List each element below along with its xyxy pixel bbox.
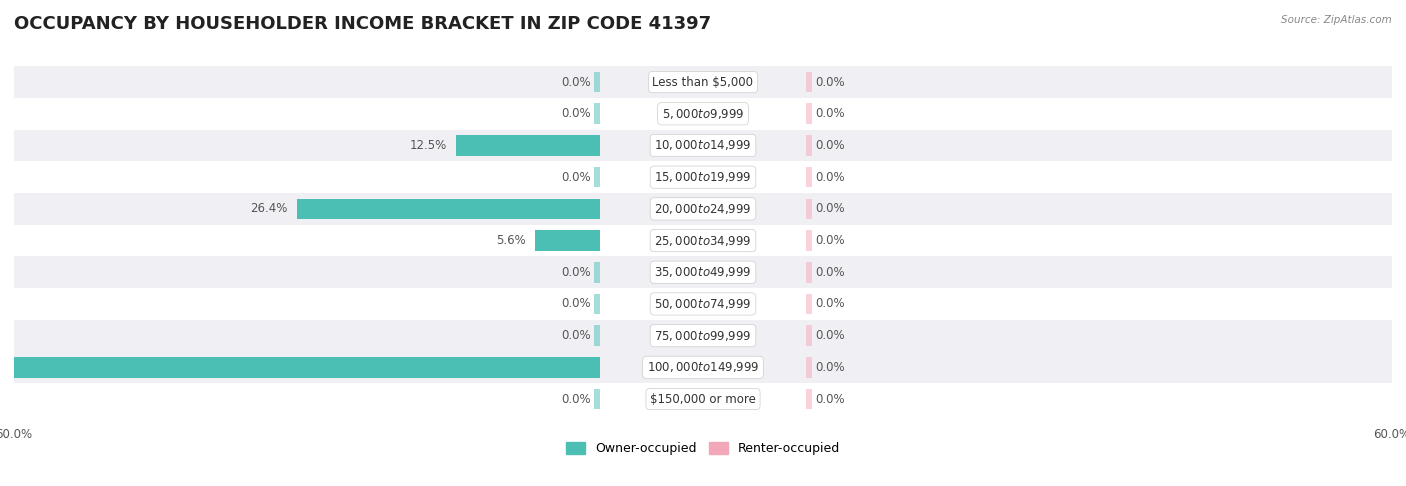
Text: 0.0%: 0.0%	[561, 76, 591, 88]
Text: $35,000 to $49,999: $35,000 to $49,999	[654, 265, 752, 279]
Text: 0.0%: 0.0%	[561, 393, 591, 405]
Text: 26.4%: 26.4%	[250, 202, 287, 215]
Bar	[593, 167, 599, 188]
Text: 5.6%: 5.6%	[496, 234, 526, 247]
Bar	[593, 104, 599, 124]
Text: $20,000 to $24,999: $20,000 to $24,999	[654, 202, 752, 216]
Bar	[593, 230, 599, 251]
Text: 55.6%: 55.6%	[0, 361, 14, 374]
Bar	[593, 294, 599, 314]
Text: 0.0%: 0.0%	[561, 329, 591, 342]
Bar	[593, 357, 599, 378]
Bar	[807, 167, 813, 188]
Bar	[593, 389, 599, 409]
Legend: Owner-occupied, Renter-occupied: Owner-occupied, Renter-occupied	[561, 437, 845, 460]
Bar	[807, 230, 813, 251]
Text: 0.0%: 0.0%	[815, 139, 845, 152]
Bar	[14, 225, 1392, 257]
Bar	[807, 104, 813, 124]
Bar	[14, 66, 1392, 98]
Bar	[14, 351, 1392, 383]
Text: 0.0%: 0.0%	[815, 234, 845, 247]
Text: $50,000 to $74,999: $50,000 to $74,999	[654, 297, 752, 311]
Bar	[14, 98, 1392, 130]
Bar	[593, 72, 599, 92]
Text: Source: ZipAtlas.com: Source: ZipAtlas.com	[1281, 15, 1392, 25]
Bar	[14, 383, 1392, 415]
Bar	[593, 262, 599, 282]
Bar	[593, 199, 599, 219]
Bar	[807, 262, 813, 282]
Text: $25,000 to $34,999: $25,000 to $34,999	[654, 234, 752, 247]
Bar	[14, 320, 1392, 351]
Text: 0.0%: 0.0%	[561, 266, 591, 279]
Text: $75,000 to $99,999: $75,000 to $99,999	[654, 329, 752, 343]
Text: 0.0%: 0.0%	[815, 76, 845, 88]
Text: 0.0%: 0.0%	[815, 329, 845, 342]
Bar	[14, 257, 1392, 288]
Bar	[14, 161, 1392, 193]
Bar	[14, 130, 1392, 161]
Text: $100,000 to $149,999: $100,000 to $149,999	[647, 360, 759, 374]
Bar	[14, 193, 1392, 225]
Bar	[593, 135, 599, 156]
Bar	[536, 230, 599, 251]
Bar	[807, 294, 813, 314]
Text: 0.0%: 0.0%	[815, 361, 845, 374]
Bar	[297, 199, 599, 219]
Bar	[807, 199, 813, 219]
Text: 12.5%: 12.5%	[409, 139, 447, 152]
Text: $5,000 to $9,999: $5,000 to $9,999	[662, 107, 744, 121]
Text: 0.0%: 0.0%	[815, 266, 845, 279]
Text: 0.0%: 0.0%	[815, 171, 845, 184]
Text: 0.0%: 0.0%	[815, 202, 845, 215]
Text: $10,000 to $14,999: $10,000 to $14,999	[654, 139, 752, 153]
Text: OCCUPANCY BY HOUSEHOLDER INCOME BRACKET IN ZIP CODE 41397: OCCUPANCY BY HOUSEHOLDER INCOME BRACKET …	[14, 15, 711, 33]
Bar	[807, 72, 813, 92]
Bar	[456, 135, 599, 156]
Text: $15,000 to $19,999: $15,000 to $19,999	[654, 170, 752, 184]
Text: 0.0%: 0.0%	[561, 171, 591, 184]
Bar	[593, 325, 599, 346]
Bar	[14, 288, 1392, 320]
Text: 0.0%: 0.0%	[815, 297, 845, 311]
Bar	[807, 325, 813, 346]
Text: 0.0%: 0.0%	[815, 393, 845, 405]
Text: 0.0%: 0.0%	[561, 297, 591, 311]
Text: 0.0%: 0.0%	[561, 107, 591, 121]
Text: $150,000 or more: $150,000 or more	[650, 393, 756, 405]
Bar	[807, 135, 813, 156]
Text: Less than $5,000: Less than $5,000	[652, 76, 754, 88]
Bar	[807, 389, 813, 409]
Bar	[807, 357, 813, 378]
Bar	[0, 357, 599, 378]
Text: 0.0%: 0.0%	[815, 107, 845, 121]
